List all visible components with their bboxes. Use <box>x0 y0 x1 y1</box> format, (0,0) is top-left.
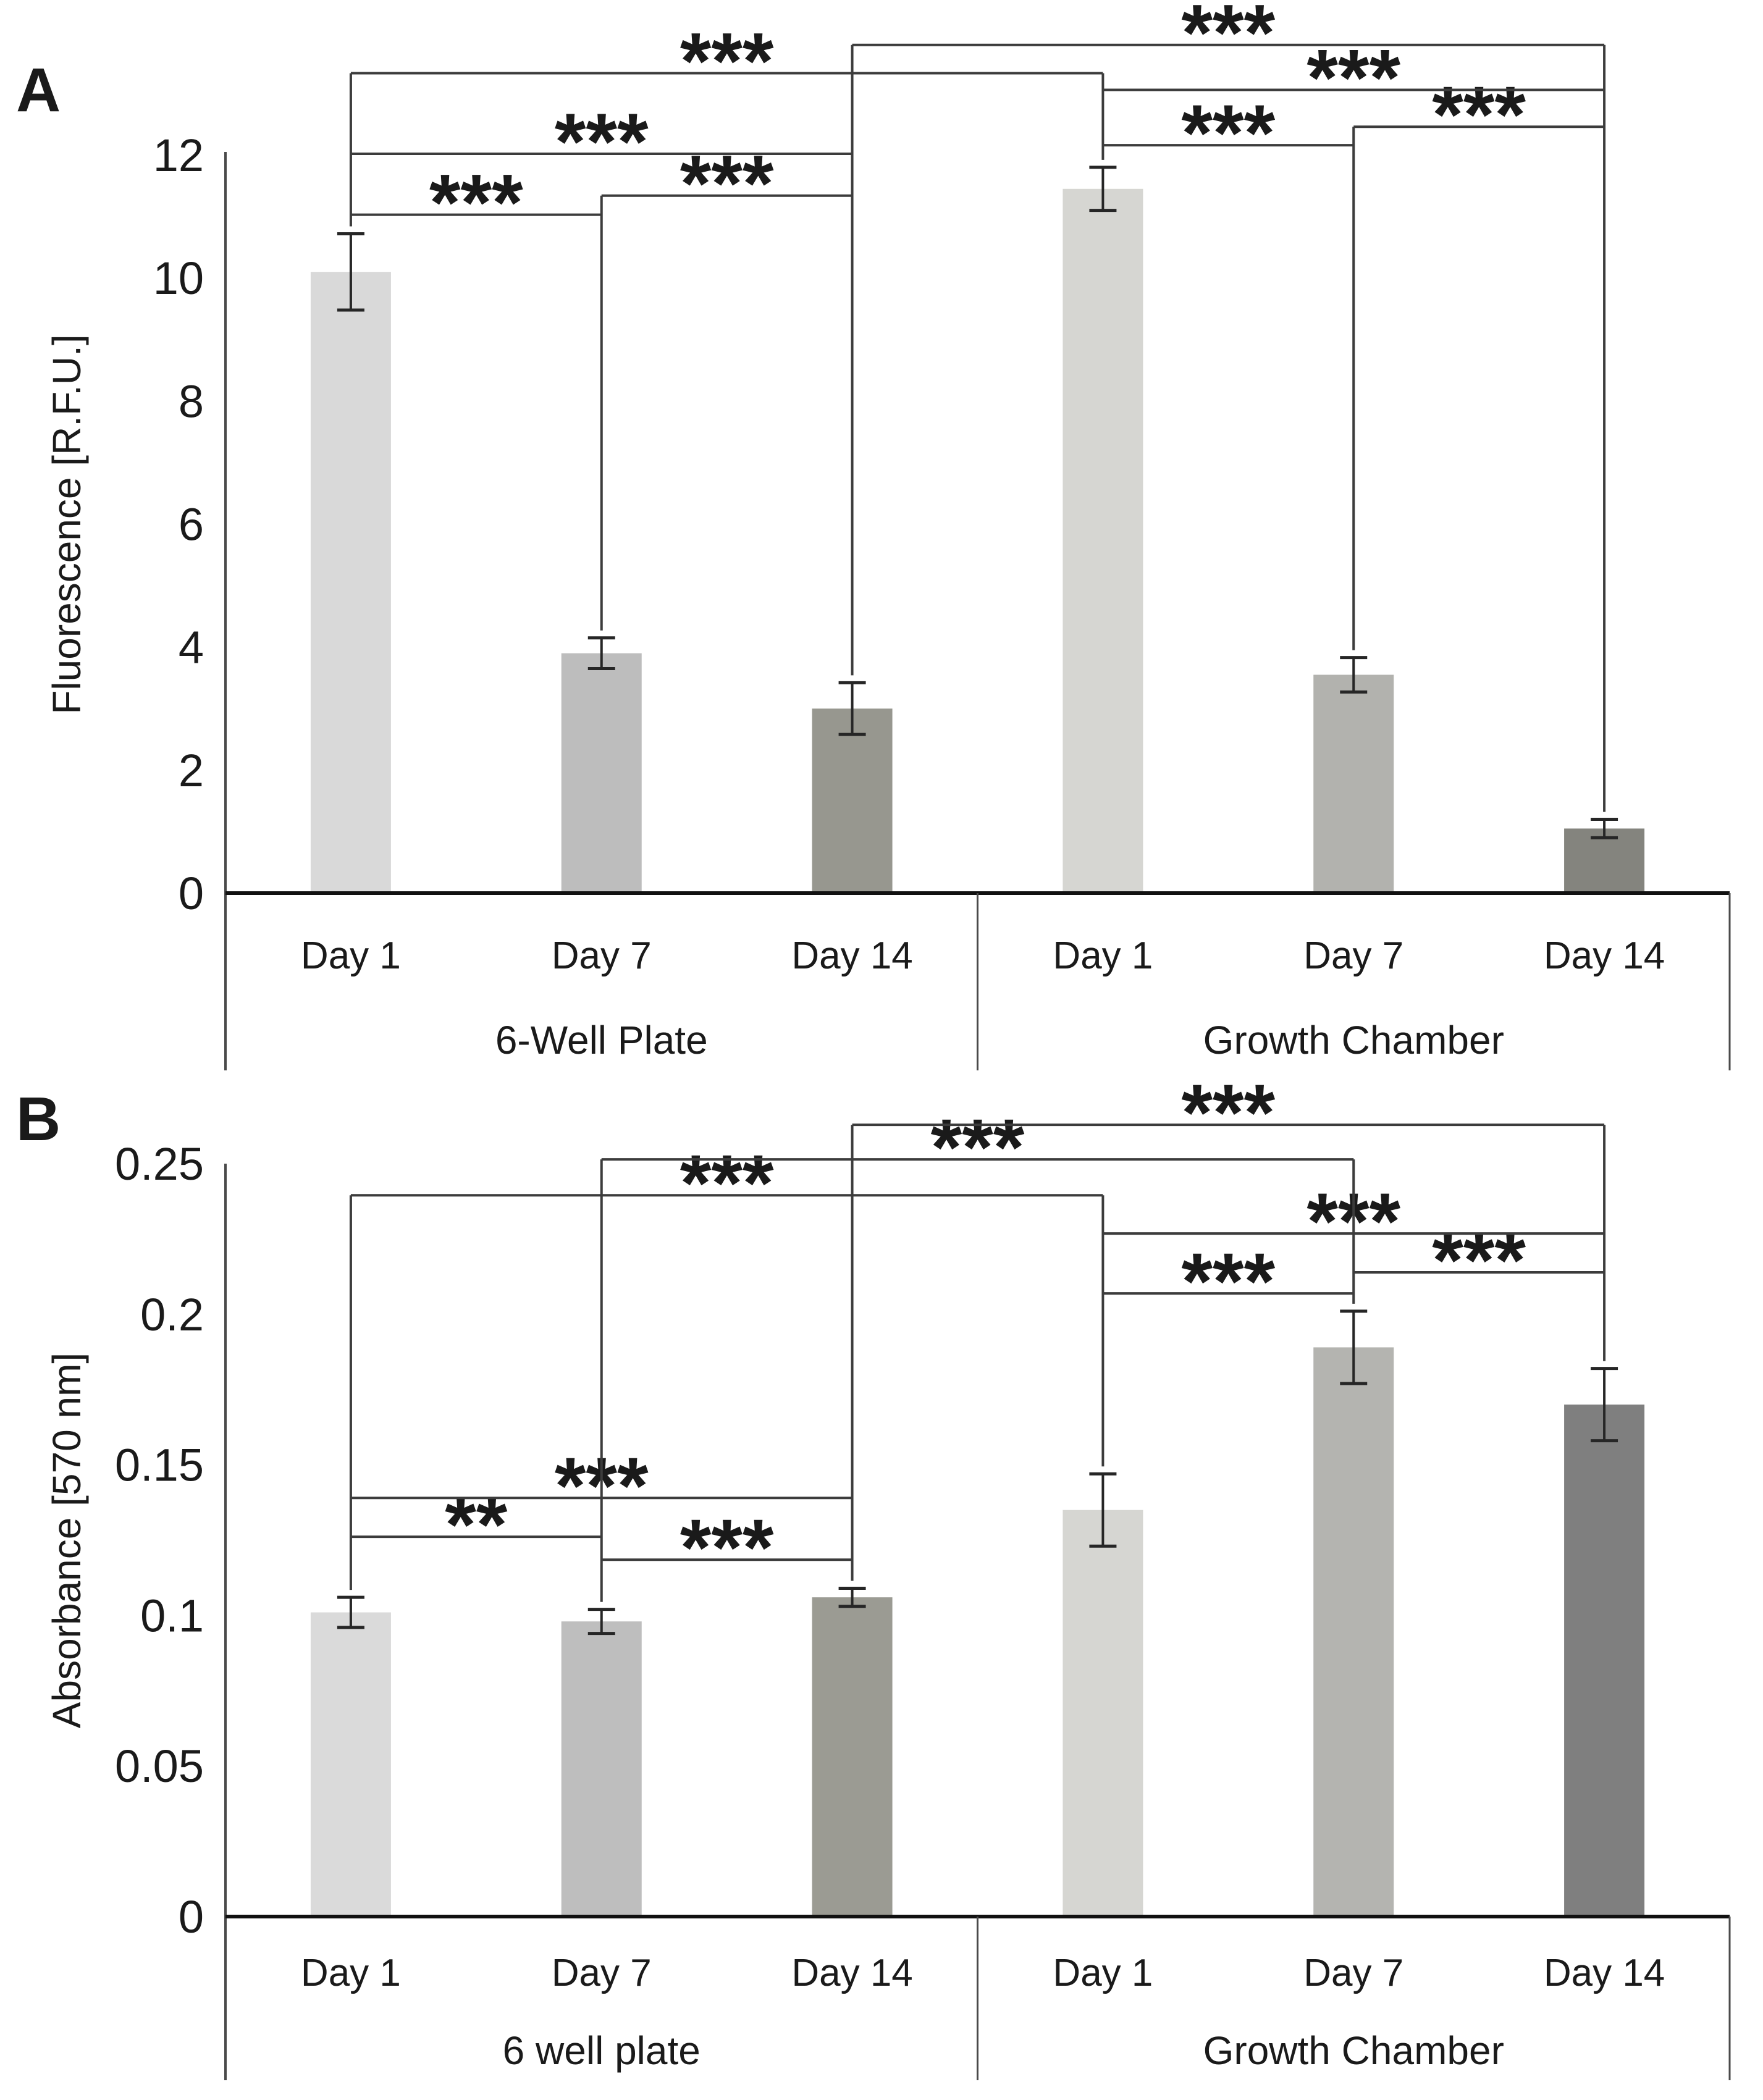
y-tick-label: 2 <box>179 745 204 796</box>
day-label: Day 14 <box>1544 934 1665 977</box>
sig-bracket-B-1-2: *** <box>601 1502 852 1592</box>
sig-bracket-A-3-5: *** <box>1103 32 1605 122</box>
sig-label: *** <box>555 96 649 187</box>
sig-label: *** <box>680 138 774 229</box>
error-bar-B-0 <box>337 1595 364 1629</box>
sig-label: *** <box>680 16 774 106</box>
sig-label: *** <box>1306 32 1400 122</box>
sig-label: ** <box>445 1479 508 1569</box>
error-bar-B-4 <box>1340 1309 1368 1385</box>
error-bar-A-5 <box>1591 818 1618 839</box>
error-bar-A-0 <box>337 232 364 312</box>
day-label: Day 7 <box>1303 1952 1403 1994</box>
day-label: Day 1 <box>1053 934 1153 977</box>
panel-B: 0.25 0.2 0.15 0.1 0.05 0 Absorbance [570 nm] Da… <box>16 1067 1731 2080</box>
y-tick-label: 6 <box>179 499 204 550</box>
bar-A-4 <box>1313 674 1394 893</box>
panel-letter-A: A <box>16 56 61 125</box>
bar-B-5 <box>1564 1405 1645 1917</box>
error-bar-B-5 <box>1591 1367 1618 1443</box>
sig-label: *** <box>1432 69 1526 159</box>
sig-label: *** <box>1181 1067 1275 1157</box>
sig-label: *** <box>1432 1215 1526 1305</box>
bar-A-1 <box>561 653 642 893</box>
error-bar-B-2 <box>838 1587 866 1608</box>
y-tick-label: 8 <box>179 376 204 427</box>
y-axis-title: Fluorescence [R.F.U.] <box>44 334 89 714</box>
sig-bracket-A-0-3: *** <box>350 16 1103 106</box>
panel-letter-B: B <box>16 1085 61 1154</box>
day-label: Day 1 <box>301 934 401 977</box>
y-tick-label: 0.2 <box>140 1289 204 1340</box>
y-tick-label: 0 <box>179 1891 204 1942</box>
group-label: Growth Chamber <box>1203 2028 1504 2073</box>
sig-bracket-B-0-1: ** <box>350 1479 602 1569</box>
error-bar-B-3 <box>1089 1472 1117 1548</box>
y-tick-label: 12 <box>153 130 204 181</box>
y-tick-label: 4 <box>179 622 204 673</box>
sig-bracket-A-0-2: *** <box>350 96 852 187</box>
bar-B-4 <box>1313 1347 1394 1917</box>
error-bar-B-1 <box>587 1608 615 1636</box>
sig-bracket-B-3-4: *** <box>1103 1236 1354 1326</box>
sig-label: *** <box>1181 0 1275 78</box>
sig-bracket-A-2-5: *** <box>852 0 1605 78</box>
y-axis-title: Absorbance [570 nm] <box>44 1353 89 1728</box>
sig-label: *** <box>1181 1236 1275 1326</box>
day-label: Day 1 <box>301 1952 401 1994</box>
day-label: Day 7 <box>552 1952 652 1994</box>
sig-bracket-A-3-4: *** <box>1103 88 1354 178</box>
group-label: 6 well plate <box>503 2028 701 2073</box>
error-bar-A-1 <box>587 636 615 671</box>
sig-bracket-A-4-5: *** <box>1353 69 1605 159</box>
y-tick-label: 0.1 <box>140 1590 204 1641</box>
error-bar-A-4 <box>1340 656 1368 694</box>
day-label: Day 1 <box>1053 1952 1153 1994</box>
sig-bracket-B-2-5: *** <box>852 1067 1605 1157</box>
group-label: 6-Well Plate <box>495 1018 708 1062</box>
day-label: Day 14 <box>791 1952 912 1994</box>
error-bar-A-3 <box>1089 166 1117 212</box>
bar-B-0 <box>310 1612 391 1917</box>
bar-A-2 <box>812 708 893 893</box>
sig-label: *** <box>429 158 523 248</box>
bar-B-2 <box>812 1597 893 1917</box>
day-label: Day 7 <box>552 934 652 977</box>
bar-A-0 <box>310 272 391 893</box>
sig-label: *** <box>931 1102 1025 1192</box>
day-label: Day 14 <box>1544 1952 1665 1994</box>
day-label: Day 14 <box>791 934 912 977</box>
sig-bracket-B-1-4: *** <box>601 1102 1354 1192</box>
y-tick-label: 10 <box>153 253 204 304</box>
y-tick-label: 0 <box>179 868 204 919</box>
day-label: Day 7 <box>1303 934 1403 977</box>
sig-label: *** <box>1181 88 1275 178</box>
bar-B-3 <box>1062 1510 1143 1917</box>
sig-label: *** <box>680 1502 774 1592</box>
y-tick-label: 0.25 <box>115 1138 204 1190</box>
group-label: Growth Chamber <box>1203 1018 1504 1062</box>
bar-A-3 <box>1062 188 1143 893</box>
panel-A: 12 10 8 6 4 2 0 Fluorescence [R.F.U.] Day 1 Day 7… <box>16 0 1731 1070</box>
sig-bracket-B-0-3: *** <box>350 1138 1103 1228</box>
error-bar-A-2 <box>838 681 866 736</box>
y-tick-label: 0.15 <box>115 1440 204 1491</box>
sig-label: *** <box>680 1138 774 1228</box>
sig-bracket-A-0-1: *** <box>350 158 602 248</box>
sig-bracket-B-4-5: *** <box>1353 1215 1605 1305</box>
bar-B-1 <box>561 1621 642 1917</box>
y-tick-label: 0.05 <box>115 1741 204 1792</box>
